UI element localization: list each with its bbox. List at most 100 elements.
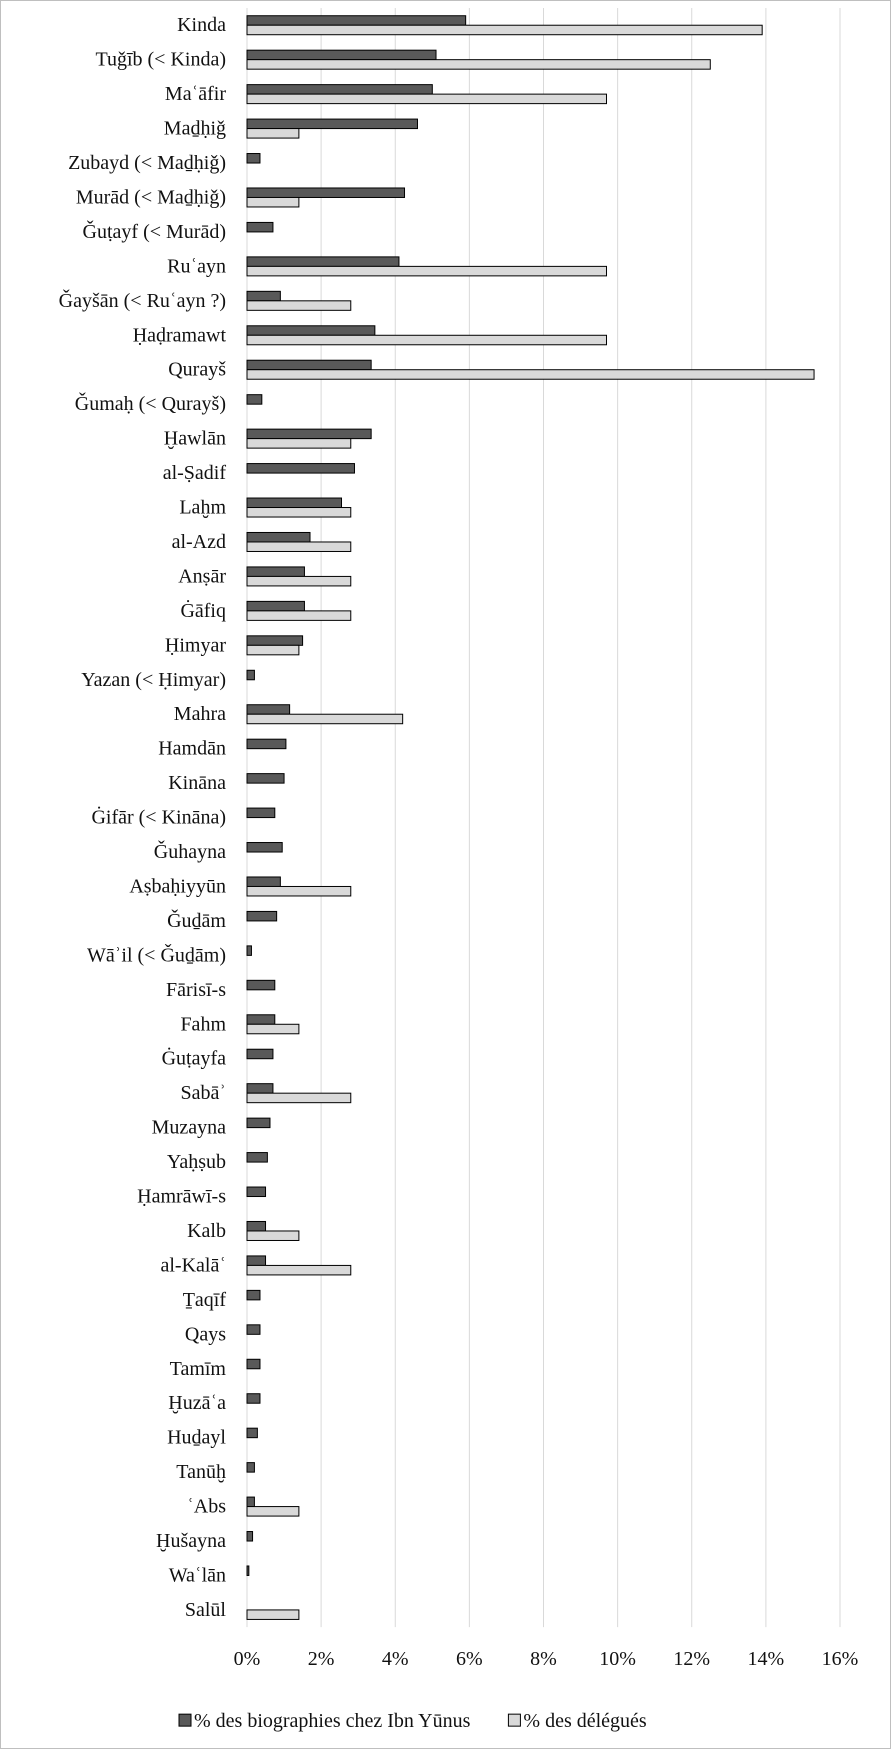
- bar-delegues: [246, 644, 300, 656]
- category-label: Ḥimyar: [165, 634, 226, 656]
- x-tick-label: 2%: [308, 1648, 335, 1670]
- category-label: Murād (< Maḏḥiǧ): [76, 186, 226, 208]
- legend-swatch: [507, 1713, 521, 1727]
- x-tick-label: 4%: [382, 1648, 409, 1670]
- category-label: Waʿlān: [169, 1564, 226, 1586]
- bar-delegues: [246, 369, 815, 380]
- bar-biographies: [246, 15, 467, 26]
- category-label: Mahra: [174, 703, 226, 725]
- bar-delegues: [246, 1264, 352, 1276]
- bar-biographies: [246, 1358, 261, 1370]
- bar-biographies: [246, 773, 285, 784]
- bar-biographies: [246, 600, 305, 612]
- bar-biographies: [246, 221, 274, 233]
- bar-biographies: [246, 1496, 255, 1508]
- category-label: Ġuṭayfa: [162, 1047, 227, 1070]
- bar-delegues: [246, 1023, 300, 1035]
- bar-delegues: [246, 575, 352, 587]
- bar-delegues: [246, 93, 608, 105]
- category-label: Muzayna: [152, 1117, 227, 1139]
- legend-label: % des délégués: [523, 1710, 647, 1732]
- category-label: Ġāfiq: [180, 599, 226, 622]
- bar-delegues: [246, 713, 404, 725]
- bar-biographies: [246, 394, 263, 405]
- category-label: Ruʿayn: [167, 255, 226, 277]
- bar-delegues: [246, 610, 352, 621]
- category-label: Qurayš: [168, 359, 226, 381]
- bar-biographies: [246, 325, 376, 336]
- category-label: Yaḥṣub: [167, 1151, 226, 1173]
- category-label: Kalb: [187, 1220, 226, 1242]
- bar-biographies: [246, 1565, 250, 1576]
- bar-biographies: [246, 1083, 274, 1094]
- bar-delegues: [246, 1092, 352, 1104]
- category-label: Ǧayšān (< Ruʿayn ?): [59, 288, 226, 312]
- bar-biographies: [246, 118, 418, 130]
- x-tick-label: 14%: [748, 1648, 785, 1670]
- bar-biographies: [246, 1117, 271, 1129]
- bar-biographies: [246, 256, 400, 267]
- x-axis-ticks: 0% 2% 4% 6% 8% 10% 12% 14% 16%: [234, 1648, 859, 1670]
- x-tick-label: 10%: [599, 1648, 636, 1670]
- category-label: Kinda: [177, 14, 226, 36]
- bar-biographies: [246, 1186, 267, 1198]
- category-label: al-Kalāʿ: [160, 1254, 226, 1276]
- bar-biographies: [246, 497, 343, 509]
- bar-delegues: [246, 1609, 300, 1620]
- bar-delegues: [246, 1230, 300, 1241]
- bar-biographies: [246, 1462, 255, 1473]
- category-label: Tamīm: [170, 1358, 227, 1380]
- category-label: Ǧuḏām: [167, 908, 226, 932]
- category-label: Huḏayl: [167, 1427, 226, 1449]
- bar-delegues: [246, 196, 300, 208]
- x-tick-label: 12%: [673, 1648, 710, 1670]
- bar-biographies: [246, 1048, 274, 1060]
- bar-biographies: [246, 1255, 267, 1266]
- bar-delegues: [246, 265, 608, 277]
- category-label: al-Ṣadif: [163, 462, 227, 484]
- category-label: Zubayd (< Maḏḥiǧ): [68, 152, 226, 174]
- category-label: Tuǧīb (< Kinda): [95, 49, 226, 71]
- bar-delegues: [246, 24, 763, 36]
- bar-biographies: [246, 1393, 261, 1404]
- bar-delegues: [246, 541, 352, 552]
- bar-biographies: [246, 1324, 261, 1335]
- category-label: Fārisī-s: [166, 979, 226, 1001]
- category-label: Hamdān: [158, 738, 226, 760]
- legend-label: % des biographies chez Ibn Yūnus: [194, 1710, 471, 1732]
- bar-biographies: [246, 876, 281, 887]
- bar-biographies: [246, 49, 437, 61]
- bar-biographies: [246, 1531, 254, 1542]
- bar-biographies: [246, 84, 433, 95]
- bar-biographies: [246, 428, 372, 440]
- bar-biographies: [246, 979, 276, 991]
- category-label: Fahm: [180, 1013, 226, 1035]
- category-label: Wāʾil (< Ǧuḏām): [87, 942, 226, 966]
- category-label: Laḫm: [179, 497, 226, 519]
- category-label: Kināna: [168, 772, 226, 794]
- category-label: Ṯaqīf: [183, 1289, 227, 1311]
- category-label: Salūl: [185, 1599, 227, 1621]
- bar-biographies: [246, 566, 305, 577]
- category-label: Qays: [185, 1323, 226, 1345]
- x-tick-label: 6%: [456, 1648, 483, 1670]
- bar-biographies: [246, 463, 355, 474]
- bar-biographies: [246, 359, 372, 371]
- bar-delegues: [246, 300, 352, 311]
- category-label: Ḫušayna: [156, 1530, 226, 1552]
- bar-biographies: [246, 1152, 268, 1163]
- bar-biographies: [246, 1220, 267, 1232]
- category-label: ʿAbs: [187, 1496, 226, 1518]
- bars: [246, 15, 815, 1620]
- x-tick-label: 16%: [822, 1648, 859, 1670]
- bar-delegues: [246, 334, 608, 346]
- category-label: al-Azd: [172, 531, 226, 553]
- bar-delegues: [246, 438, 352, 449]
- bar-biographies: [246, 910, 278, 922]
- bar-biographies: [246, 807, 276, 819]
- bar-biographies: [246, 669, 255, 681]
- category-label: Anṣār: [178, 565, 226, 587]
- category-label: Ǧuhayna: [154, 839, 226, 863]
